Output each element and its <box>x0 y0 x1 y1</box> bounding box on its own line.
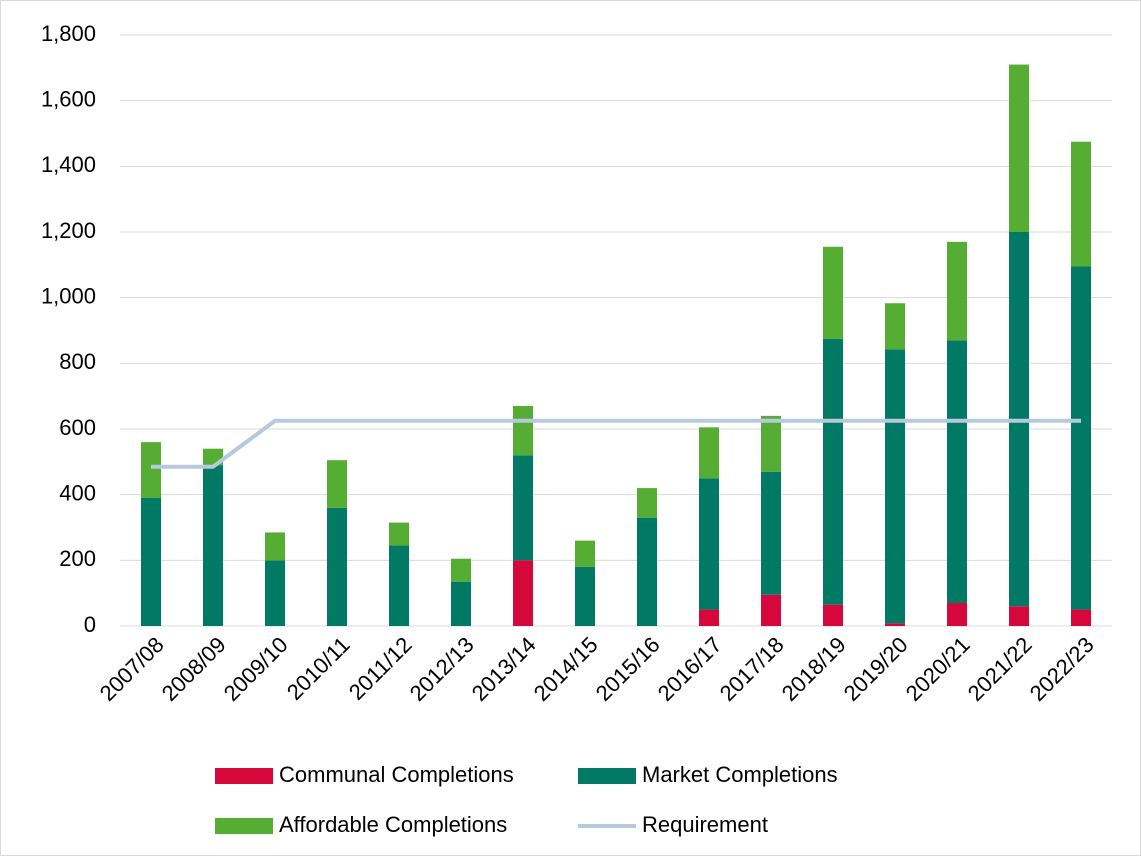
bar-segment <box>1071 266 1091 610</box>
y-tick-label: 1,000 <box>41 283 96 308</box>
bar-segment <box>513 560 533 626</box>
y-tick-label: 0 <box>84 612 96 637</box>
bar-segment <box>699 478 719 610</box>
bar-segment <box>885 303 905 350</box>
legend-label: Requirement <box>642 812 768 837</box>
bar-segment <box>141 442 161 498</box>
requirement-line <box>151 418 1081 469</box>
y-tick-label: 1,200 <box>41 218 96 243</box>
bar-segment <box>885 349 905 624</box>
legend-label: Market Completions <box>642 762 838 787</box>
bar-segment <box>885 623 905 626</box>
bar-segment <box>637 517 657 626</box>
bar-segment <box>451 558 471 582</box>
bar-segment <box>265 560 285 626</box>
legend-swatch <box>578 768 636 784</box>
bar-segment <box>265 532 285 561</box>
bar-segment <box>947 241 967 341</box>
bar-segment <box>761 594 781 626</box>
bar-segment <box>947 340 967 604</box>
bar-segment <box>451 581 471 626</box>
bar-segment <box>823 604 843 626</box>
bar-segment <box>947 603 967 626</box>
y-tick-label: 1,800 <box>41 21 96 46</box>
bar-segment <box>575 540 595 567</box>
y-tick-label: 400 <box>59 480 96 505</box>
bar-segment <box>699 427 719 479</box>
bar-segment <box>203 465 223 626</box>
bar-segment <box>761 471 781 595</box>
bar-segment <box>513 406 533 456</box>
bar-segment <box>1009 606 1029 626</box>
y-tick-label: 200 <box>59 546 96 571</box>
bar-segment <box>823 246 843 339</box>
y-tick-label: 1,600 <box>41 86 96 111</box>
bar-segment <box>823 338 843 605</box>
bar-segment <box>1071 141 1091 267</box>
bar-segment <box>141 497 161 626</box>
y-tick-label: 600 <box>59 415 96 440</box>
y-tick-label: 800 <box>59 349 96 374</box>
bar-segment <box>637 488 657 518</box>
bar-segment <box>1071 609 1091 626</box>
bar-segment <box>1009 64 1029 232</box>
bar-segment <box>327 460 347 508</box>
bar-segment <box>389 545 409 626</box>
y-tick-label: 1,400 <box>41 152 96 177</box>
legend-label: Communal Completions <box>279 762 514 787</box>
legend-swatch <box>215 818 273 834</box>
bar-segment <box>513 455 533 561</box>
legend-label: Affordable Completions <box>279 812 507 837</box>
bar-segment <box>389 522 409 546</box>
bar-segment <box>699 609 719 626</box>
bar-segment <box>575 566 595 626</box>
bar-segment <box>327 507 347 626</box>
bar-segment <box>761 415 781 472</box>
legend-swatch <box>215 768 273 784</box>
